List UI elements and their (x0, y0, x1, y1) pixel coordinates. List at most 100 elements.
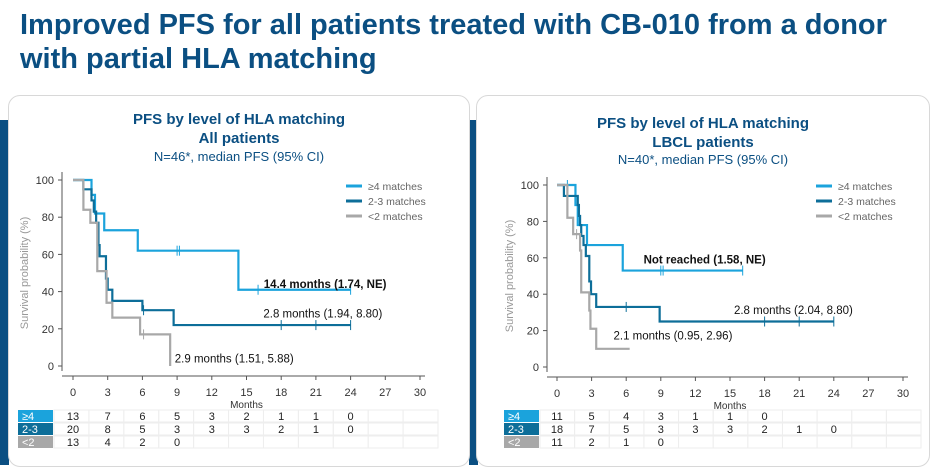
x-axis-label: Months (714, 401, 747, 412)
risk-row-label: 2-3 (22, 424, 38, 436)
x-tick-label: 12 (689, 388, 701, 400)
y-tick-label: 0 (48, 361, 54, 373)
x-tick-label: 18 (275, 387, 287, 399)
risk-cell (851, 409, 887, 423)
legend-label: <2 matches (368, 211, 423, 223)
risk-cell (678, 435, 714, 449)
risk-label-bg (504, 436, 539, 448)
x-tick-label: 15 (240, 387, 252, 399)
median-annotation: 2.8 months (1.94, 8.80) (263, 309, 382, 321)
risk-value: 0 (174, 437, 180, 449)
x-tick-label: 0 (70, 387, 76, 399)
x-tick-label: 21 (793, 388, 805, 400)
risk-row-label: ≥4 (508, 411, 520, 423)
y-tick-label: 60 (42, 249, 54, 261)
risk-value: 11 (551, 411, 562, 423)
risk-value: 6 (139, 411, 145, 423)
median-annotation: Not reached (1.58, NE) (644, 254, 766, 266)
median-annotation: 2.1 months (0.95, 2.96) (614, 331, 733, 343)
risk-value: 2 (278, 424, 284, 436)
y-tick-label: 40 (527, 289, 539, 301)
x-tick-label: 3 (589, 388, 595, 400)
risk-value: 3 (658, 411, 664, 423)
risk-value: 13 (67, 437, 79, 449)
risk-value: 13 (67, 411, 79, 423)
risk-value: 11 (551, 437, 562, 449)
risk-value: 2 (139, 437, 145, 449)
risk-value: 4 (623, 411, 629, 423)
chart-subtitle: LBCL patients (652, 134, 754, 151)
km-curve-lt2 (557, 183, 630, 350)
risk-value: 8 (105, 424, 111, 436)
risk-cell (885, 422, 922, 436)
x-tick-label: 6 (623, 388, 629, 400)
risk-cell (851, 422, 887, 436)
risk-value: 7 (589, 424, 595, 436)
risk-value: 5 (589, 411, 595, 423)
median-annotation: 2.9 months (1.51, 5.88) (175, 353, 294, 365)
x-tick-label: 27 (379, 387, 391, 399)
y-axis-label: Survival probability (%) (504, 220, 516, 332)
risk-value: 5 (139, 424, 145, 436)
risk-value: 18 (551, 424, 563, 436)
chart-title: PFS by level of HLA matching (133, 111, 345, 128)
risk-cell (402, 422, 439, 436)
risk-value: 20 (67, 424, 79, 436)
risk-value: 3 (209, 411, 215, 423)
km-curve-lt2 (73, 178, 172, 366)
risk-value: 1 (278, 411, 284, 423)
risk-label-bg (504, 423, 539, 435)
risk-label-bg (18, 423, 53, 435)
risk-value: 4 (105, 437, 111, 449)
y-tick-label: 60 (527, 253, 539, 265)
risk-value: 0 (762, 411, 768, 423)
risk-value: 3 (692, 424, 698, 436)
risk-value: 3 (658, 424, 664, 436)
risk-cell (816, 435, 853, 449)
y-tick-label: 80 (527, 216, 539, 228)
y-tick-label: 0 (533, 362, 539, 374)
risk-label-bg (18, 436, 53, 448)
risk-value: 7 (105, 411, 111, 423)
risk-value: 3 (209, 424, 215, 436)
x-tick-label: 24 (828, 388, 840, 400)
x-tick-label: 30 (414, 387, 426, 399)
risk-label-bg (18, 410, 53, 422)
x-tick-label: 9 (658, 388, 664, 400)
risk-value: 1 (727, 411, 733, 423)
median-annotation: 2.8 months (2.04, 8.80) (734, 305, 853, 317)
risk-value: 3 (243, 424, 249, 436)
x-tick-label: 0 (554, 388, 560, 400)
risk-cell (885, 409, 922, 423)
risk-value: 5 (174, 411, 180, 423)
risk-cell (816, 409, 853, 423)
risk-value: 0 (348, 424, 354, 436)
x-tick-label: 15 (724, 388, 736, 400)
legend-label: ≥4 matches (838, 181, 892, 193)
y-tick-label: 100 (521, 180, 539, 192)
y-tick-label: 80 (42, 212, 54, 224)
legend-label: 2-3 matches (368, 196, 426, 208)
legend-label: <2 matches (838, 211, 893, 223)
risk-value: 2 (762, 424, 768, 436)
chart-title: PFS by level of HLA matching (597, 115, 809, 132)
risk-value: 1 (623, 437, 629, 449)
risk-row-label: ≥4 (22, 411, 34, 423)
page-title: Improved PFS for all patients treated wi… (20, 9, 887, 75)
km-curve-m23 (73, 178, 351, 327)
x-tick-label: 6 (139, 387, 145, 399)
risk-cell (851, 435, 887, 449)
risk-value: 1 (313, 424, 319, 436)
legend-label: 2-3 matches (838, 196, 896, 208)
km-curve-m23 (557, 183, 834, 323)
risk-value: 3 (727, 424, 733, 436)
y-tick-label: 20 (527, 326, 539, 338)
y-axis-label: Survival probability (%) (19, 217, 31, 329)
risk-cell (712, 435, 749, 449)
risk-cell (885, 435, 922, 449)
y-tick-label: 100 (36, 175, 54, 187)
risk-row-label: 2-3 (508, 424, 524, 436)
risk-label-bg (504, 410, 539, 422)
risk-value: 0 (348, 411, 354, 423)
